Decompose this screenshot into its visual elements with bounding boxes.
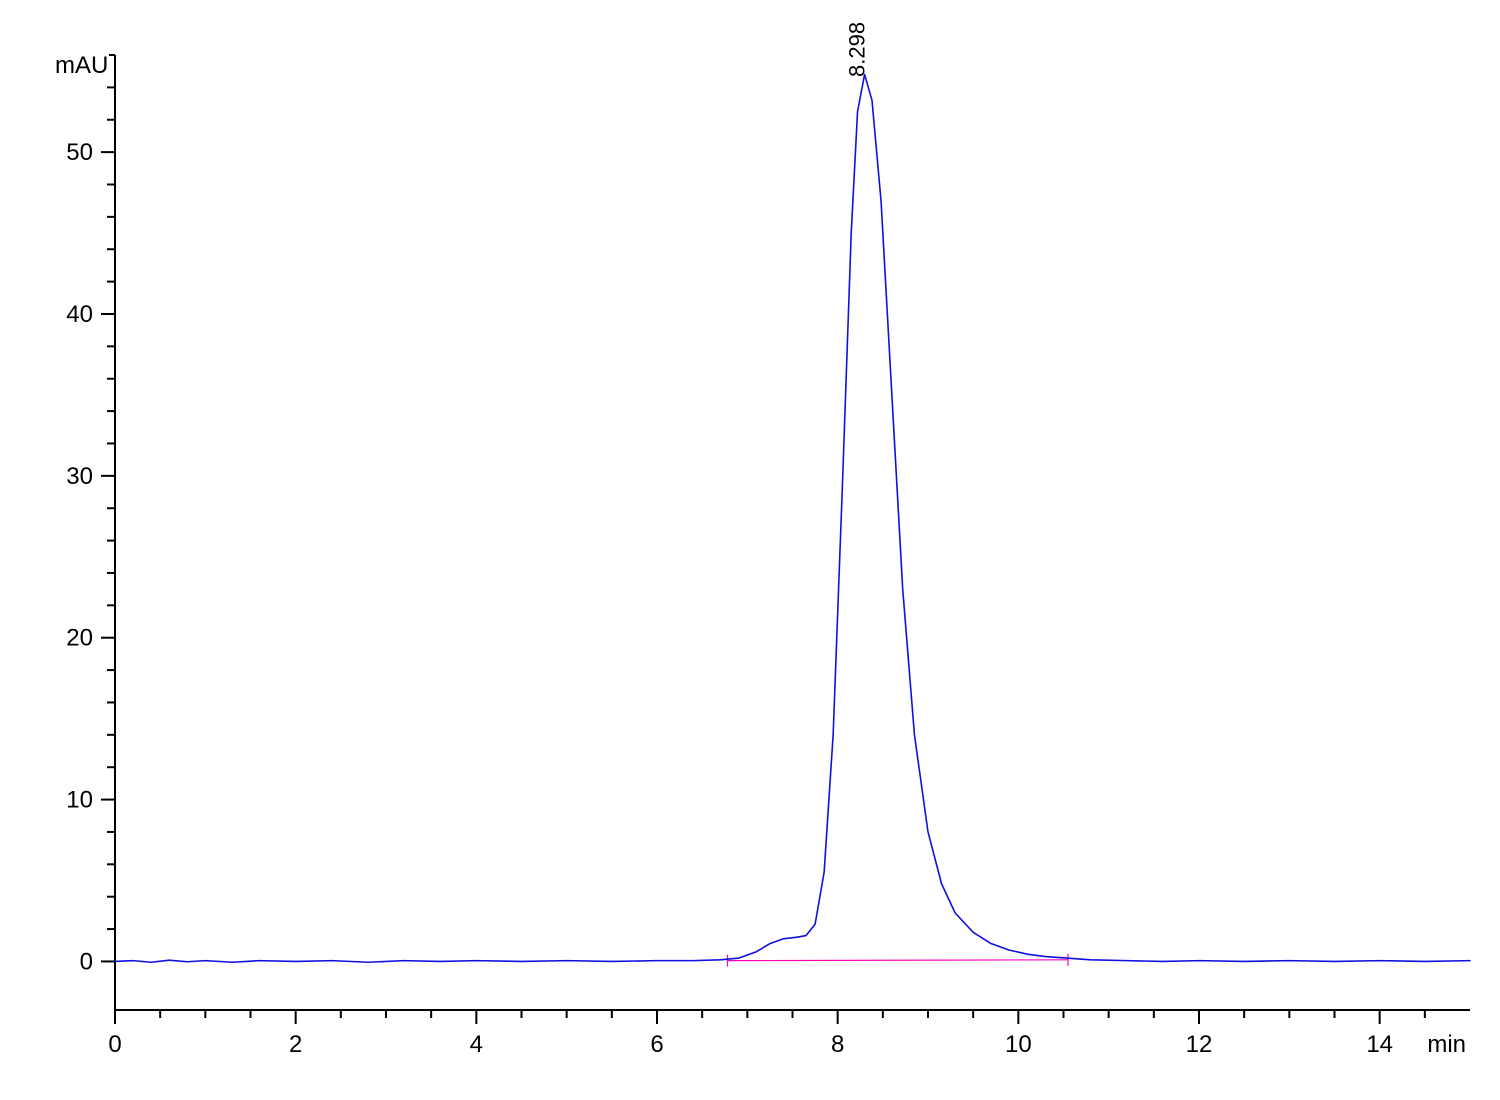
svg-text:14: 14 — [1366, 1031, 1393, 1058]
svg-text:50: 50 — [66, 139, 93, 166]
svg-text:12: 12 — [1186, 1031, 1213, 1058]
y-axis-label: mAU — [55, 52, 108, 79]
svg-text:0: 0 — [80, 948, 93, 975]
svg-text:4: 4 — [470, 1031, 483, 1058]
x-axis-label: min — [1427, 1031, 1466, 1058]
svg-text:10: 10 — [66, 787, 93, 814]
chart-svg: 0 10 20 30 40 50 0 2 4 6 8 10 12 14 mAU min 8.298 — [0, 0, 1500, 1100]
svg-text:8: 8 — [831, 1031, 844, 1058]
svg-text:30: 30 — [66, 463, 93, 490]
svg-text:0: 0 — [108, 1031, 121, 1058]
svg-text:40: 40 — [66, 301, 93, 328]
chromatogram-chart: 0 10 20 30 40 50 0 2 4 6 8 10 12 14 mAU min 8.298 — [0, 0, 1500, 1100]
svg-text:2: 2 — [289, 1031, 302, 1058]
svg-text:10: 10 — [1005, 1031, 1032, 1058]
svg-text:6: 6 — [650, 1031, 663, 1058]
svg-text:20: 20 — [66, 625, 93, 652]
peak-label: 8.298 — [845, 22, 870, 77]
